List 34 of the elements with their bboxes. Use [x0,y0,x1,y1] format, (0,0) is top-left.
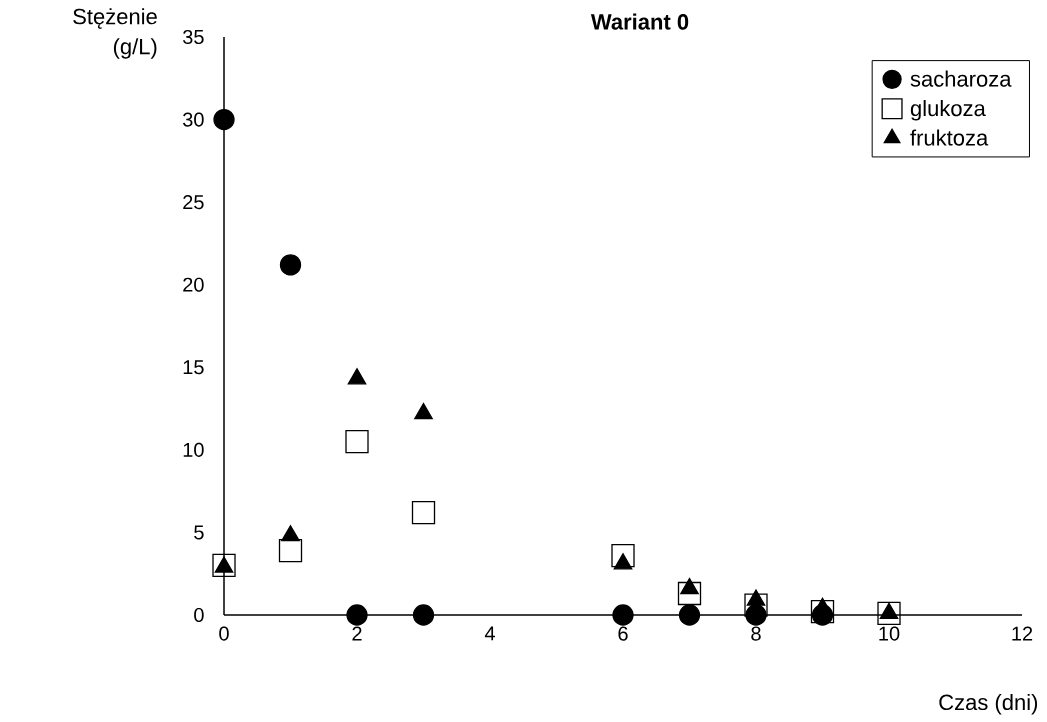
x-axis-title: Czas (dni) [939,693,1038,715]
point [346,604,368,626]
x-tick-label: 10 [879,626,900,641]
point [279,254,302,276]
legend-label: sacharoza [910,70,1012,87]
point [411,500,436,525]
y-tick-label: 5 [194,525,204,540]
x-tick-label: 2 [352,626,362,641]
point [612,604,634,626]
y-tick-label: 35 [183,29,204,45]
x-tick-label: 8 [751,626,761,641]
point [877,601,901,625]
point [678,604,701,626]
x-tick-label: 4 [484,626,495,641]
y-tick-label: 25 [183,195,204,210]
legend-label: glukoza [910,100,986,121]
y-axis-title: Stężenie (g/L) [73,8,157,59]
point [412,604,435,626]
point [677,581,702,606]
point [278,538,303,563]
x-tick-label: 12 [1012,626,1033,641]
y-tick-label: 15 [183,360,204,375]
y-tick-label: 0 [194,607,204,623]
y-tick-label: 10 [183,442,204,457]
point [212,553,236,578]
x-tick-label: 6 [618,626,628,641]
legend-label: fruktoza [910,129,989,146]
x-tick-label: 0 [219,626,229,641]
y-tick-label: 30 [183,112,204,127]
chart-title: Wariant 0 [590,13,689,30]
y-tick-label: 20 [183,277,204,292]
point [611,543,635,568]
point [345,429,369,454]
point [213,108,235,131]
